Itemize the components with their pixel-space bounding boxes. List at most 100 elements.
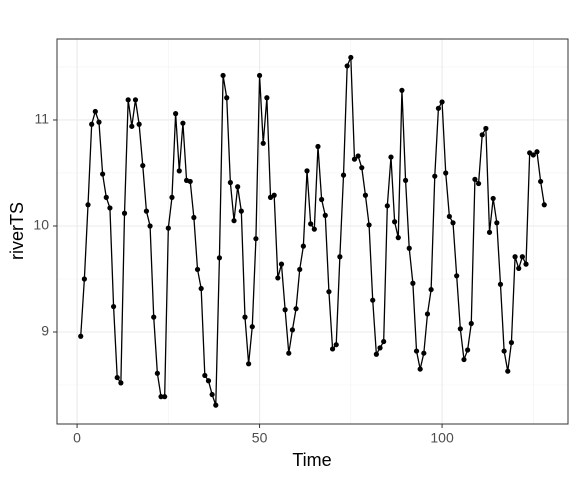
data-point bbox=[516, 265, 522, 271]
data-point bbox=[78, 333, 84, 339]
data-point bbox=[249, 324, 255, 330]
data-point bbox=[220, 72, 226, 79]
x-tick-label: 100 bbox=[430, 430, 454, 446]
data-point bbox=[519, 254, 525, 260]
data-point bbox=[329, 346, 336, 352]
data-point bbox=[538, 178, 544, 185]
data-point bbox=[191, 214, 197, 221]
data-point bbox=[413, 348, 420, 354]
y-tick-label: 10 bbox=[33, 217, 49, 233]
data-point bbox=[446, 213, 452, 220]
data-point bbox=[432, 173, 438, 179]
data-point bbox=[162, 394, 168, 400]
data-point bbox=[224, 95, 230, 101]
data-point bbox=[395, 235, 401, 241]
data-point bbox=[373, 351, 379, 357]
data-point bbox=[497, 281, 504, 287]
data-point bbox=[213, 402, 219, 408]
data-point bbox=[326, 289, 332, 295]
data-point bbox=[202, 372, 208, 379]
data-point bbox=[508, 339, 515, 346]
data-point bbox=[286, 350, 292, 356]
data-point bbox=[96, 119, 102, 125]
data-point bbox=[439, 99, 445, 105]
data-point bbox=[362, 192, 369, 198]
data-point bbox=[505, 368, 511, 374]
data-point bbox=[297, 266, 303, 273]
series-line bbox=[80, 57, 545, 406]
data-point bbox=[523, 261, 529, 267]
data-point bbox=[114, 374, 120, 381]
data-point bbox=[129, 123, 135, 129]
data-point bbox=[205, 378, 212, 384]
data-point bbox=[333, 342, 339, 348]
data-point bbox=[151, 314, 157, 320]
data-point bbox=[132, 97, 139, 103]
data-point bbox=[282, 307, 288, 313]
data-point bbox=[472, 176, 478, 182]
data-point bbox=[125, 97, 131, 103]
data-point bbox=[176, 168, 182, 174]
data-point bbox=[399, 87, 405, 93]
data-point bbox=[264, 95, 270, 101]
data-point bbox=[89, 121, 95, 127]
data-point bbox=[322, 212, 328, 218]
data-point bbox=[388, 154, 394, 160]
data-point bbox=[187, 178, 193, 185]
data-point bbox=[319, 196, 325, 203]
data-point bbox=[512, 254, 518, 260]
data-point bbox=[344, 63, 350, 69]
data-point bbox=[275, 275, 281, 281]
data-point bbox=[486, 229, 493, 235]
data-point bbox=[355, 153, 361, 159]
data-point bbox=[121, 210, 128, 216]
data-point bbox=[457, 326, 463, 332]
data-point bbox=[402, 177, 409, 184]
data-point bbox=[136, 121, 142, 127]
data-point bbox=[311, 226, 317, 232]
data-point bbox=[194, 266, 201, 273]
data-point bbox=[256, 72, 263, 79]
data-point bbox=[315, 143, 321, 150]
data-point bbox=[377, 345, 383, 351]
data-point bbox=[337, 254, 343, 260]
data-point bbox=[450, 220, 456, 226]
x-tick-label: 0 bbox=[73, 430, 81, 446]
y-axis-title: riverTS bbox=[7, 202, 27, 260]
data-point bbox=[238, 208, 244, 214]
data-point bbox=[169, 194, 175, 200]
data-point bbox=[465, 347, 471, 353]
data-point bbox=[260, 140, 266, 146]
data-point bbox=[534, 149, 540, 155]
data-point bbox=[216, 255, 223, 261]
data-point bbox=[384, 203, 390, 209]
data-point bbox=[479, 132, 485, 138]
data-point bbox=[381, 338, 387, 345]
data-point bbox=[308, 221, 314, 227]
data-point bbox=[143, 208, 150, 214]
data-point bbox=[443, 170, 449, 176]
data-point bbox=[530, 152, 536, 158]
data-point bbox=[246, 361, 252, 367]
data-point bbox=[300, 243, 306, 249]
y-tick-label: 11 bbox=[34, 111, 49, 127]
data-point bbox=[340, 172, 347, 178]
data-point bbox=[490, 195, 496, 202]
data-point bbox=[359, 165, 365, 171]
data-point bbox=[406, 245, 412, 251]
data-point bbox=[428, 286, 434, 293]
data-point bbox=[253, 236, 259, 242]
y-tick-label: 9 bbox=[41, 323, 49, 339]
data-point bbox=[501, 348, 507, 354]
data-point bbox=[366, 222, 372, 228]
data-point bbox=[461, 356, 467, 363]
plot-border bbox=[56, 38, 569, 425]
data-point bbox=[110, 303, 117, 310]
data-point bbox=[140, 162, 146, 169]
data-point bbox=[180, 120, 186, 126]
data-point bbox=[410, 280, 416, 286]
data-point bbox=[278, 261, 285, 267]
data-point bbox=[107, 205, 113, 211]
